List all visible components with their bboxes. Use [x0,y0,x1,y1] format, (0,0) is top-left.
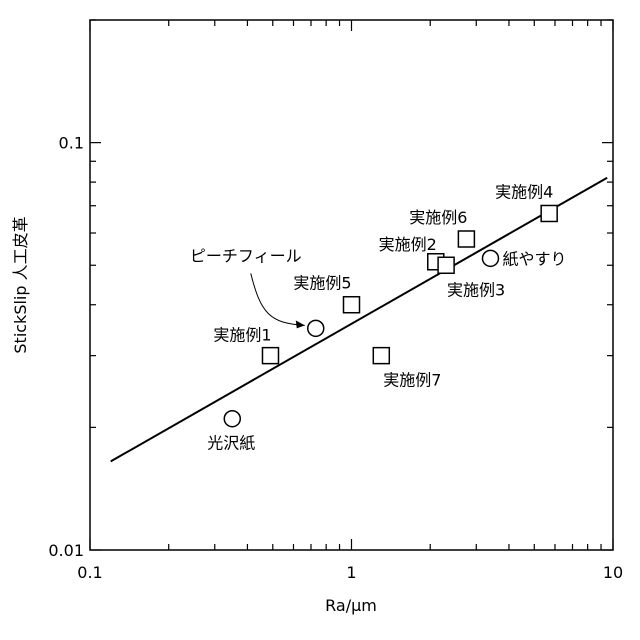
x-tick-label: 10 [603,563,623,582]
y-axis-title: StickSlip 人工皮革 [11,216,30,353]
point-label: 実施例2 [379,235,437,254]
point-label: 光沢紙 [207,434,255,453]
data-point-square [438,257,454,273]
y-tick-label: 0.1 [59,134,84,153]
point-label: 実施例1 [213,326,271,345]
data-point-square [541,205,557,221]
data-point-square [262,348,278,364]
data-point-circle [224,411,240,427]
point-label: 実施例6 [409,208,467,227]
data-point-circle [308,320,324,336]
point-label: 実施例4 [495,182,553,201]
data-point-circle [482,250,498,266]
point-label: 実施例3 [447,280,505,299]
point-label: 紙やすり [502,249,566,268]
y-tick-label: 0.01 [48,541,84,560]
point-label: 実施例5 [293,274,351,293]
data-point-square [344,297,360,313]
x-tick-label: 0.1 [77,563,102,582]
point-label: ピーチフィール [190,246,302,265]
x-axis-title: Ra/μm [325,596,377,615]
x-tick-label: 1 [346,563,356,582]
data-point-square [458,231,474,247]
data-point-square [373,348,389,364]
point-label: 実施例7 [383,371,441,390]
